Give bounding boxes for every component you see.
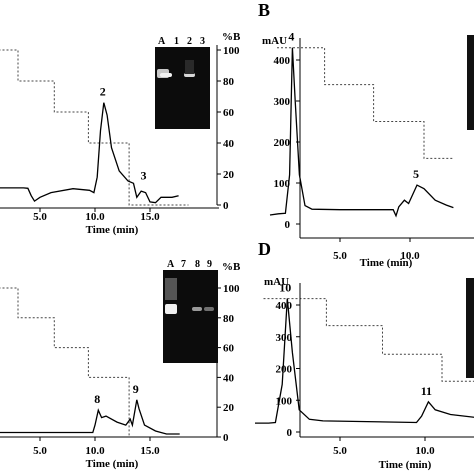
- panel-b-y-tick-label-1: 300: [274, 96, 291, 108]
- panel-a-peak-label-2: 2: [100, 85, 106, 99]
- panel-b-trace: [269, 47, 454, 218]
- panel-a-trace: [0, 102, 179, 204]
- panel-c-y2-tick-label-1: 80: [223, 313, 235, 325]
- panel-c-peak-labels: 89: [94, 382, 139, 406]
- panel-d-peak-label-10: 10: [279, 281, 291, 295]
- panel-c-x-tick-label-1: 10.0: [85, 445, 105, 457]
- panel-a-y2-tick-label-4: 20: [223, 169, 235, 181]
- panel-a-x-axis-title: Time (min): [86, 224, 139, 236]
- panel-d-x-tick-label-1: 10.0: [415, 445, 435, 457]
- gel-a-background: [155, 47, 210, 129]
- panel-b-gradient: [277, 47, 454, 159]
- panel-c-peak-label-8: 8: [94, 392, 100, 406]
- panel-c-y2-axis-title: %B: [222, 261, 241, 273]
- panel-c-y2-tick-label-3: 40: [223, 372, 235, 384]
- panel-a-y2-tick-label-2: 60: [223, 107, 235, 119]
- panel-d-gradient-line: [263, 298, 474, 382]
- gel-c-lane-label-a: A: [167, 259, 175, 270]
- gel-a-smear-lane-2: [185, 60, 194, 74]
- panel-b-y-tick-label-4: 0: [285, 219, 291, 231]
- panel-d-y-tick-label-2: 200: [276, 364, 293, 376]
- panel-b-peak-labels: 45: [288, 30, 419, 181]
- panel-a-gel-lane-labels: A 1 2 3: [158, 36, 205, 47]
- panel-c-gradient: [0, 287, 189, 438]
- gel-c-lane-label-9: 9: [207, 259, 212, 270]
- panel-d-y-axis-title: mAU: [264, 276, 289, 288]
- panel-a-peak-label-3: 3: [141, 168, 147, 182]
- panel-c-y2-tick-label-0: 100: [223, 283, 240, 295]
- panel-b-y-tick-label-0: 400: [274, 55, 291, 67]
- panel-c-y2-tick-label-4: 20: [223, 402, 235, 414]
- panel-c-x-axis-title: Time (min): [86, 458, 139, 470]
- panel-d-y-tick-label-1: 300: [276, 332, 293, 344]
- panel-c-y2-tick-label-5: 0: [223, 432, 229, 444]
- panel-d-y-tick-label-0: 400: [276, 300, 293, 312]
- gel-a-lane-label-2: 2: [187, 36, 192, 47]
- panel-c-gel-lane-labels: A 7 8 9: [167, 259, 212, 270]
- panel-a-chromatogram-trace: [0, 102, 179, 204]
- panel-c-gradient-line: [0, 287, 189, 438]
- panel-c-peak-label-9: 9: [133, 382, 139, 396]
- panel-a-y2-tick-label-5: 0: [223, 200, 229, 212]
- panel-d-peak-label-11: 11: [421, 384, 432, 398]
- gel-c-lane-label-7: 7: [181, 259, 186, 270]
- panel-c-x-tick-label-0: 5.0: [33, 445, 47, 457]
- panel-a-y2-tick-label-3: 40: [223, 138, 235, 150]
- panel-d-x-tick-label-0: 5.0: [333, 445, 347, 457]
- panel-a-gel-image: [155, 47, 210, 129]
- panel-d-peak-labels: 10 11: [279, 281, 432, 398]
- panel-b-x-axis-title: Time (min): [360, 257, 413, 269]
- gel-a-lane-label-3: 3: [200, 36, 205, 47]
- panel-c-y2-tick-label-2: 60: [223, 343, 235, 355]
- panel-b-peak-label-4: 4: [288, 30, 294, 44]
- gel-c-band-lane-9: [204, 307, 214, 311]
- panel-a-x-tick-label-1: 10.0: [85, 211, 105, 223]
- panel-b-x-tick-label-1: 10.0: [400, 250, 420, 262]
- gel-c-lane-label-8: 8: [195, 259, 200, 270]
- gel-a-lane-label-a: A: [158, 36, 166, 47]
- gel-d-edge: [466, 278, 474, 378]
- panel-b-gradient-line: [277, 47, 454, 159]
- panel-c-trace: [0, 399, 180, 435]
- panel-letter-b: B: [258, 0, 270, 20]
- panel-b-y-tick-label-2: 200: [274, 137, 291, 149]
- gel-b-edge: [467, 35, 474, 130]
- gel-c-band-lane-a: [165, 304, 177, 314]
- gel-a-band-lane-1: [160, 73, 172, 77]
- panel-a-x-tick-label-2: 15.0: [140, 211, 160, 223]
- panel-letter-d: D: [258, 239, 271, 259]
- panel-d-gradient: [263, 298, 474, 382]
- panel-b-x-tick-label-0: 5.0: [333, 250, 347, 262]
- gel-c-smear-lane-a: [165, 278, 177, 300]
- panel-a-x-tick-label-0: 5.0: [33, 211, 47, 223]
- panel-a-y2-tick-label-0: 100: [223, 45, 240, 57]
- panel-c-x-tick-label-2: 15.0: [140, 445, 160, 457]
- panel-b-peak-label-5: 5: [413, 167, 419, 181]
- panel-d-y-tick-label-4: 0: [287, 427, 293, 439]
- panel-b-y-tick-label-3: 100: [274, 178, 291, 190]
- gel-c-band-lane-8: [192, 307, 202, 311]
- panel-b-chromatogram-trace: [269, 47, 454, 218]
- panel-d-x-axis-title: Time (min): [379, 459, 432, 471]
- panel-d-chromatogram-trace: [255, 298, 474, 424]
- gel-a-lane-label-1: 1: [174, 36, 179, 47]
- panel-b-y-axis-title: mAU: [262, 35, 287, 47]
- panel-d-trace: [255, 298, 474, 424]
- panel-a-y2-axis-title: %B: [222, 31, 241, 43]
- panel-a-peak-labels: 23: [100, 85, 147, 183]
- panel-c-gel-image: [163, 270, 218, 363]
- panel-a-y2-tick-label-1: 80: [223, 76, 235, 88]
- panel-c-chromatogram-trace: [0, 399, 180, 435]
